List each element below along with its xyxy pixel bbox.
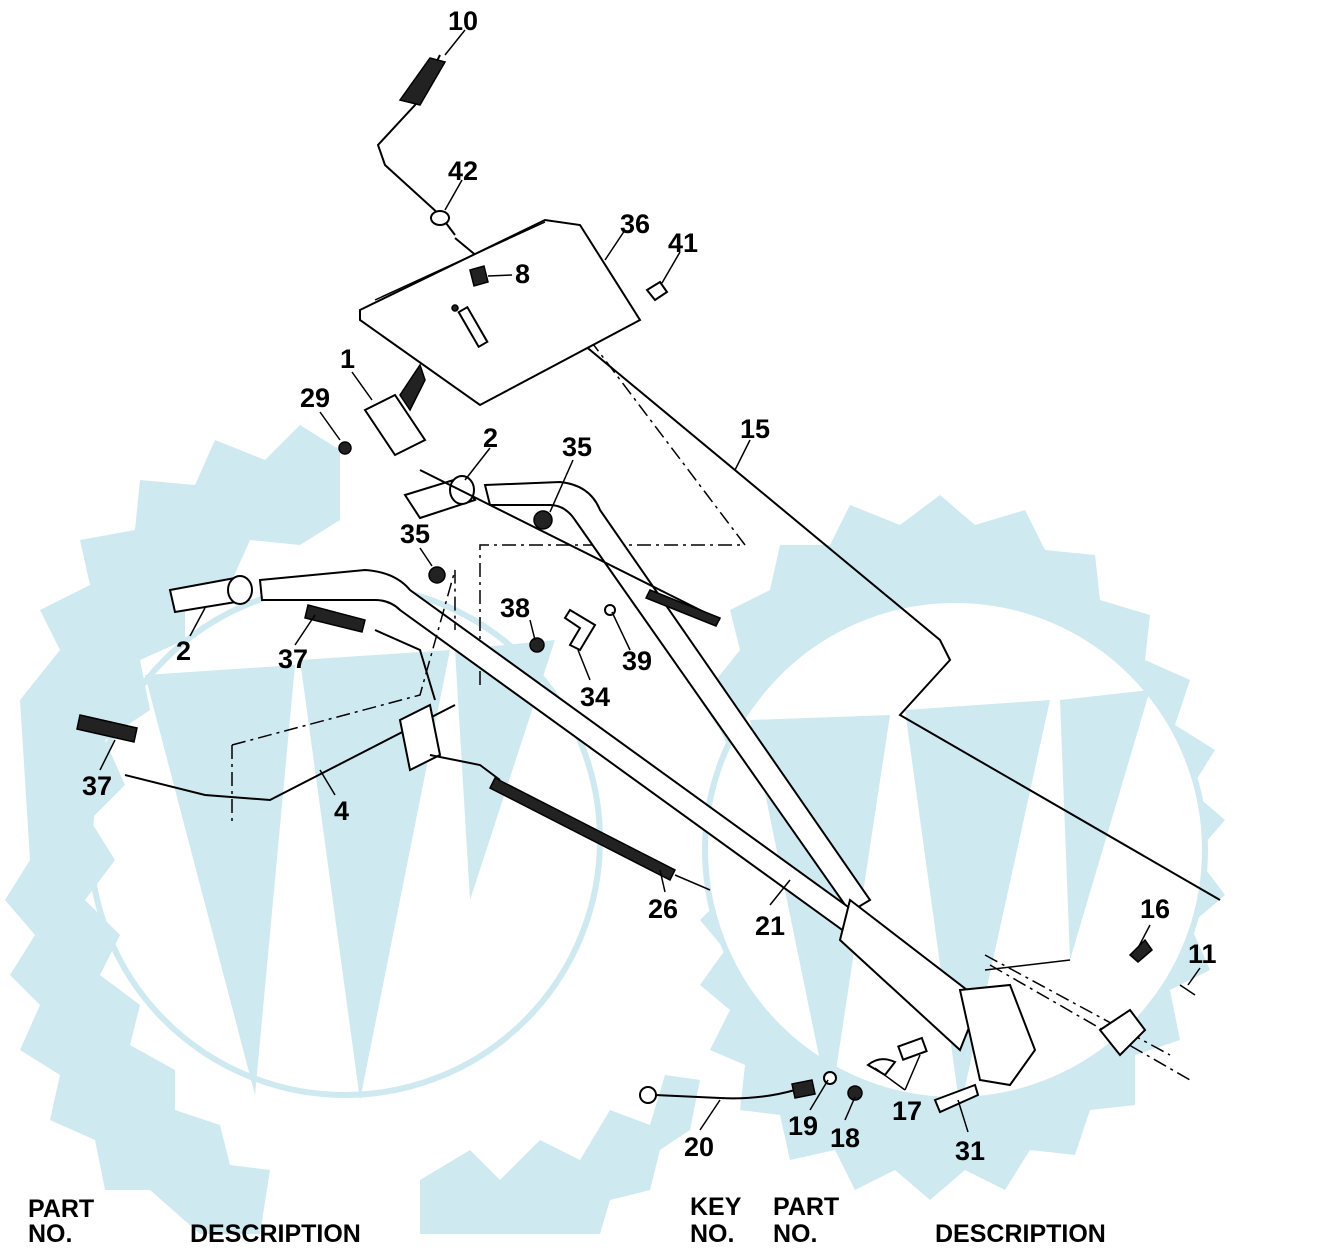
callout-1: 1: [340, 344, 355, 374]
header-part: PART: [28, 1195, 95, 1223]
shift-lever: [376, 54, 456, 236]
callout-35-upper: 35: [562, 432, 592, 462]
callout-19: 19: [788, 1111, 818, 1141]
callout-37-lower: 37: [82, 771, 112, 801]
callout-37-upper: 37: [278, 644, 308, 674]
callout-15: 15: [740, 414, 770, 444]
bracket: [338, 363, 427, 457]
upper-handle: [403, 469, 872, 914]
callout-29: 29: [300, 383, 330, 413]
callout-31: 31: [955, 1136, 985, 1166]
lever-rod: [124, 569, 456, 825]
callout-20: 20: [684, 1132, 714, 1162]
header-part-no-right: NO.: [773, 1220, 818, 1248]
small-parts: [529, 604, 616, 653]
callout-10: 10: [448, 6, 478, 36]
callout-21: 21: [755, 911, 785, 941]
callout-4: 4: [334, 796, 349, 826]
callout-8: 8: [515, 259, 530, 289]
header-part-no: NO.: [28, 1220, 73, 1248]
callout-2-lower: 2: [176, 636, 191, 666]
lower-handle: [168, 566, 1191, 1087]
callout-39: 39: [622, 646, 652, 676]
callout-35-lower: 35: [400, 519, 430, 549]
header-description-right: DESCRIPTION: [935, 1220, 1106, 1248]
mounting-plate: [359, 218, 669, 407]
callout-41: 41: [668, 228, 698, 258]
callout-16: 16: [1140, 894, 1170, 924]
callout-36: 36: [620, 209, 650, 239]
callout-18: 18: [830, 1123, 860, 1153]
callouts: 10 42 36 41 8 1 29 2 35 15 35 2 37 38 39…: [82, 6, 1217, 1166]
callout-42: 42: [448, 156, 478, 186]
header-description: DESCRIPTION: [190, 1220, 361, 1248]
leader-lines: [99, 29, 1201, 1133]
callout-11: 11: [1188, 939, 1217, 969]
header-key-no: NO.: [690, 1220, 735, 1248]
header-key: KEY: [690, 1193, 742, 1221]
callout-38: 38: [500, 593, 530, 623]
callout-2-upper: 2: [483, 423, 498, 453]
lower-hardware: [639, 938, 1196, 1114]
control-cable: [429, 754, 711, 891]
callout-17: 17: [892, 1096, 922, 1126]
callout-34: 34: [580, 682, 610, 712]
callout-26: 26: [648, 894, 678, 924]
grips: [76, 604, 366, 743]
header-part-right: PART: [773, 1193, 840, 1221]
